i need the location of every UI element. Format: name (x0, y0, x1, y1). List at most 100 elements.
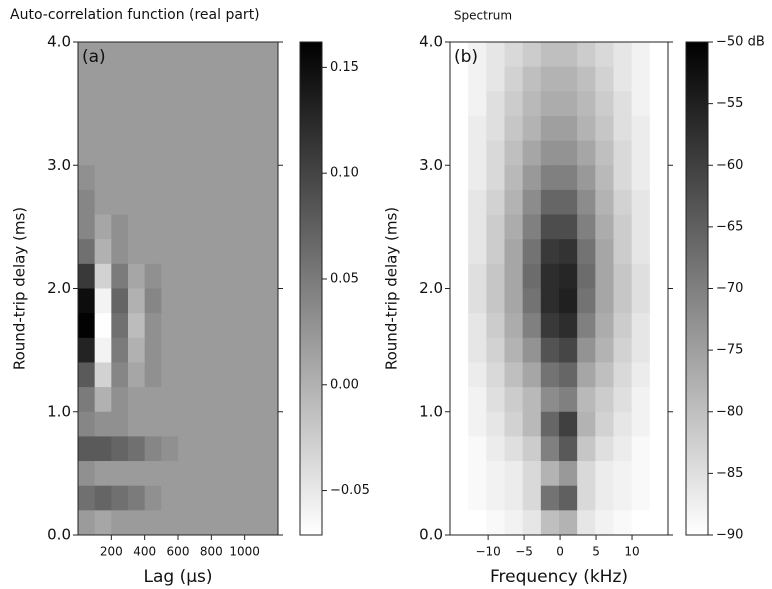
heat-cell (161, 140, 179, 166)
heat-cell (631, 165, 651, 191)
heat-cell (540, 140, 560, 166)
heat-cell (613, 239, 633, 265)
heat-cell (468, 189, 487, 216)
heat-cell (211, 337, 229, 363)
heat-cell (522, 362, 542, 388)
heat-cell (486, 66, 505, 92)
heat-cell (649, 42, 669, 68)
heat-cell (194, 140, 212, 166)
heat-cell (522, 189, 542, 216)
heat-cell (94, 288, 112, 314)
heat-cell (468, 313, 487, 339)
heat-cell (468, 115, 487, 142)
heat-cell (486, 288, 505, 314)
heat-cell (111, 115, 129, 142)
heat-cell (228, 91, 246, 117)
heat-cell (178, 239, 196, 265)
heat-cell (540, 337, 560, 363)
heat-cell (649, 362, 669, 388)
heat-cell (631, 411, 651, 437)
heat-cell (128, 214, 146, 240)
heat-cell (128, 91, 146, 117)
heat-cell (649, 66, 669, 92)
heat-cell (631, 510, 651, 536)
x-tick-label: 5 (592, 545, 600, 559)
heat-cell (631, 239, 651, 265)
heat-cell (111, 66, 129, 92)
heat-cell (468, 510, 487, 536)
heat-cell (649, 140, 669, 166)
heat-cell (450, 66, 469, 92)
heat-cell (522, 337, 542, 363)
heat-cell (595, 239, 614, 265)
heat-cell (228, 510, 246, 536)
colorbar-tick-label: −85 (716, 466, 743, 481)
heat-cell (631, 313, 651, 339)
heat-cell (161, 115, 179, 142)
chart-title: Auto-correlation function (real part) (10, 7, 260, 23)
heat-cell (211, 214, 229, 240)
heat-cell (613, 337, 633, 363)
heat-cell (111, 42, 129, 68)
heat-cell (128, 239, 146, 265)
heat-cell (504, 411, 524, 437)
heat-cell (244, 461, 262, 487)
y-tick-label: 3.0 (419, 156, 443, 174)
heat-cell (178, 42, 196, 68)
heat-cell (194, 42, 212, 68)
heat-cell (522, 461, 542, 487)
heat-cell (244, 313, 262, 339)
heat-cell (178, 387, 196, 413)
heat-cell (450, 485, 469, 511)
heat-cell (649, 288, 669, 314)
heat-cell (577, 165, 596, 191)
heat-cell (178, 510, 196, 536)
heat-cell (128, 436, 146, 462)
heat-cell (144, 263, 162, 289)
heat-cell (450, 387, 469, 413)
heat-cell (595, 461, 614, 487)
heat-cell (540, 214, 560, 240)
heat-cell (631, 263, 651, 289)
heat-cell (577, 485, 596, 511)
heat-cell (522, 66, 542, 92)
heat-cell (631, 362, 651, 388)
heat-cell (161, 239, 179, 265)
heat-cell (613, 66, 633, 92)
heat-cell (261, 313, 279, 339)
heat-cell (577, 91, 596, 117)
heat-cell (504, 461, 524, 487)
heat-cell (111, 411, 129, 437)
colorbar-tick-label: 0.10 (330, 166, 359, 181)
heat-cell (559, 115, 578, 142)
heat-cell (261, 510, 279, 536)
colorbar (685, 41, 709, 536)
heat-cell (540, 91, 560, 117)
heat-cell (540, 362, 560, 388)
heat-cell (468, 214, 487, 240)
y-tick-label: 1.0 (419, 402, 443, 420)
heat-cell (161, 66, 179, 92)
heat-cell (450, 362, 469, 388)
heat-cell (631, 140, 651, 166)
heat-cell (244, 263, 262, 289)
heat-cell (111, 263, 129, 289)
heat-cell (161, 288, 179, 314)
heat-cell (649, 189, 669, 216)
heat-cell (559, 42, 578, 68)
heat-cell (78, 337, 96, 363)
heat-cell (613, 115, 633, 142)
colorbar-tick-label: 0.15 (330, 60, 359, 75)
heat-cell (244, 387, 262, 413)
heat-cell (595, 337, 614, 363)
heat-cell (128, 140, 146, 166)
heat-cell (228, 362, 246, 388)
heat-cell (577, 510, 596, 536)
heat-cell (128, 461, 146, 487)
x-tick-label: 400 (133, 545, 156, 559)
heat-cell (161, 313, 179, 339)
heat-cell (244, 436, 262, 462)
heat-cell (144, 239, 162, 265)
heat-cell (128, 313, 146, 339)
heat-cell (450, 263, 469, 289)
